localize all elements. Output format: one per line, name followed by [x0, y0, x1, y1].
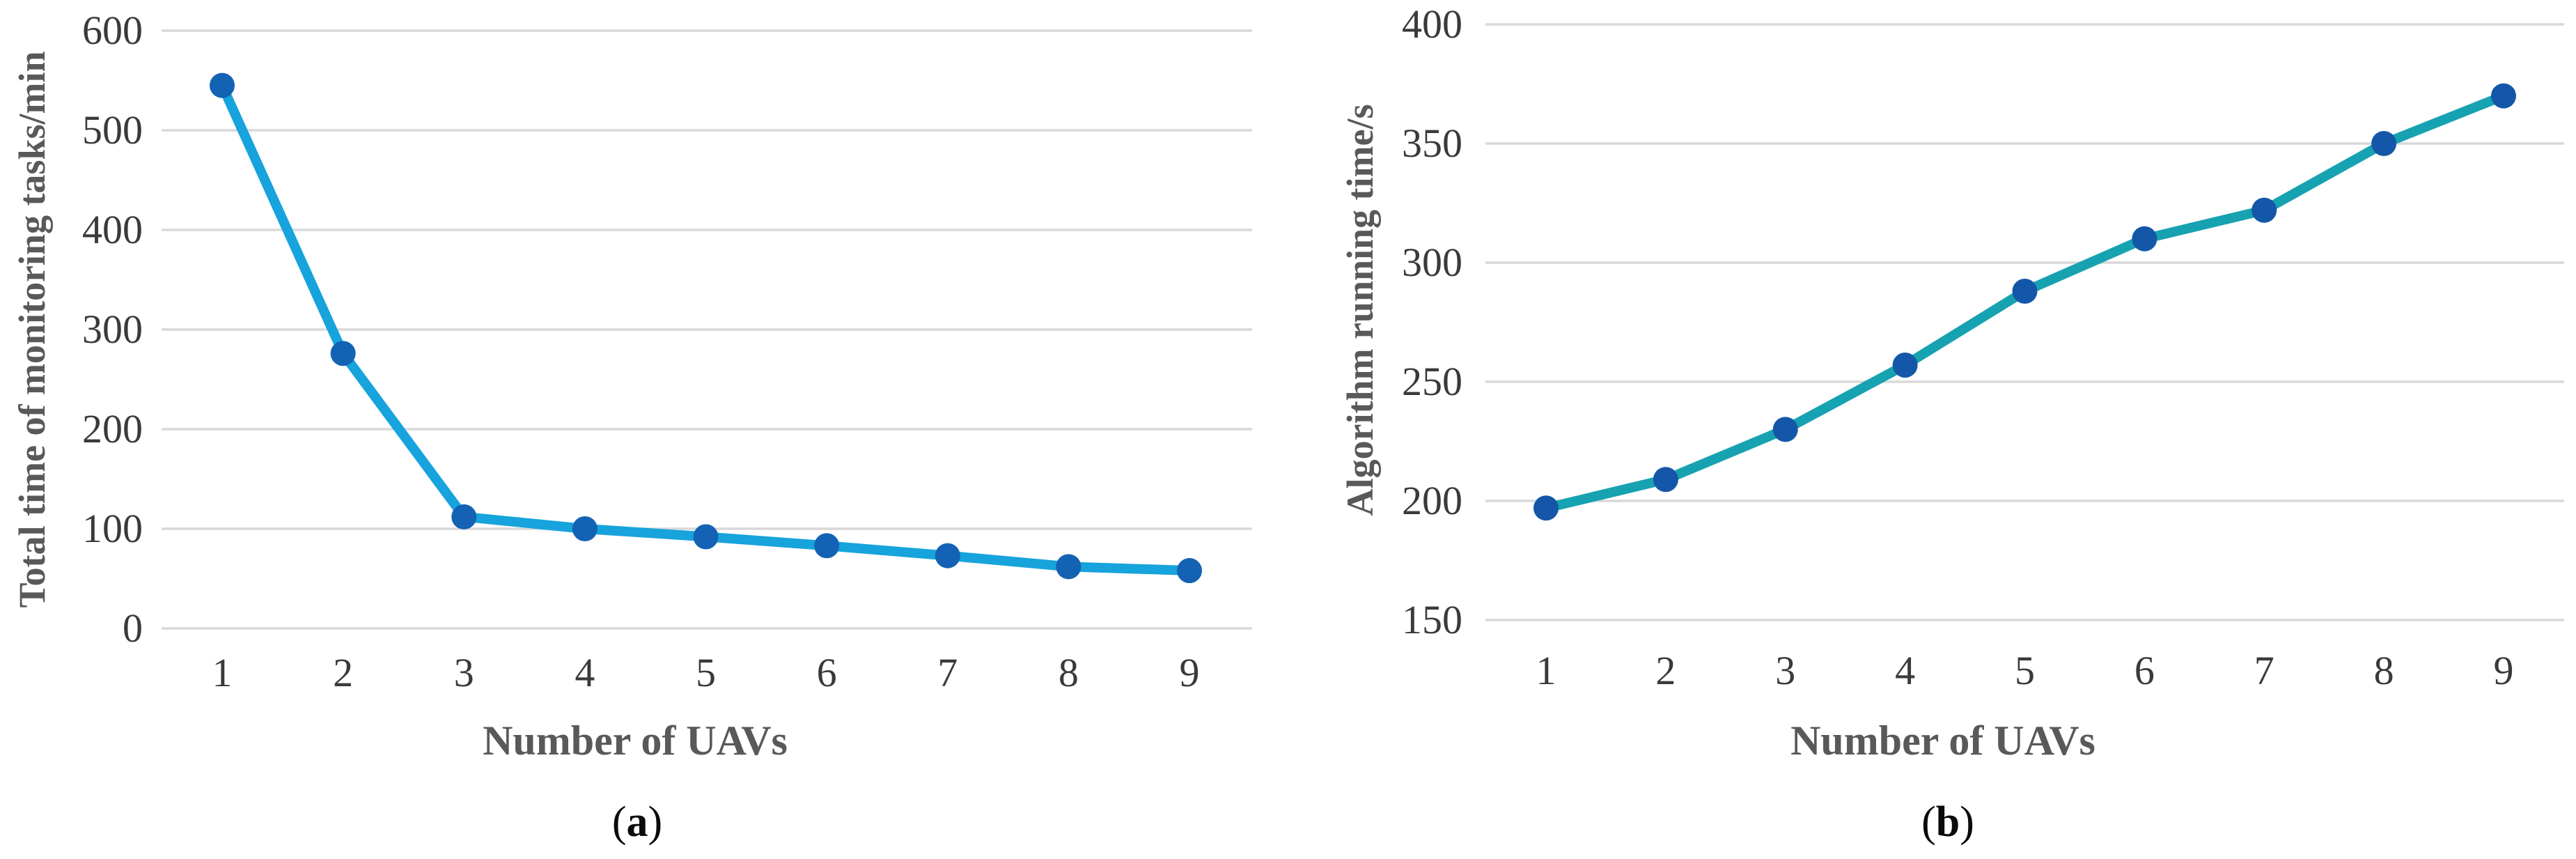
- caption-letter: a: [626, 798, 648, 846]
- x-tick-label: 8: [1058, 650, 1079, 695]
- caption-close-paren: ): [1960, 798, 1974, 846]
- data-point-marker: [2012, 279, 2038, 304]
- x-tick-label: 6: [816, 650, 837, 695]
- y-tick-label: 300: [1402, 240, 1462, 285]
- x-tick-label: 5: [2015, 648, 2035, 693]
- caption-open-paren: (: [611, 798, 627, 846]
- data-point-marker: [2132, 226, 2157, 251]
- x-tick-label: 8: [2373, 648, 2394, 693]
- x-tick-label: 9: [1179, 650, 1200, 695]
- y-axis-title-b: Algorithm running time/s: [1339, 104, 1381, 516]
- y-tick-label: 500: [82, 107, 143, 153]
- x-tick-label: 7: [2254, 648, 2274, 693]
- data-point-marker: [451, 504, 477, 529]
- data-point-marker: [1772, 417, 1798, 442]
- x-tick-label: 3: [453, 650, 474, 695]
- data-point-marker: [1892, 353, 1918, 378]
- y-tick-label: 100: [82, 506, 143, 551]
- data-point-marker: [1533, 495, 1559, 521]
- x-tick-label: 6: [2134, 648, 2155, 693]
- caption-open-paren: (: [1921, 798, 1936, 846]
- x-axis-title-a: Number of UAVs: [483, 718, 788, 764]
- y-tick-label: 200: [82, 406, 143, 451]
- y-tick-label: 150: [1402, 597, 1462, 642]
- x-tick-label: 2: [333, 650, 354, 695]
- y-tick-label: 600: [82, 8, 143, 53]
- x-tick-label: 2: [1655, 648, 1676, 693]
- x-tick-label: 4: [1895, 648, 1916, 693]
- caption-letter: b: [1935, 798, 1960, 846]
- panel-caption-a: (a): [498, 794, 776, 850]
- data-point-marker: [1177, 558, 1202, 584]
- data-point-marker: [2491, 83, 2516, 109]
- data-point-marker: [330, 341, 356, 366]
- data-point-marker: [1653, 467, 1678, 493]
- y-tick-label: 350: [1402, 121, 1462, 166]
- caption-close-paren: ): [648, 798, 663, 846]
- x-tick-label: 1: [1536, 648, 1556, 693]
- y-tick-label: 200: [1402, 478, 1462, 523]
- x-tick-label: 5: [696, 650, 716, 695]
- data-point-marker: [210, 72, 235, 98]
- x-tick-label: 9: [2493, 648, 2514, 693]
- panel-caption-b: (b): [1809, 794, 2087, 850]
- y-tick-label: 300: [82, 307, 143, 352]
- y-tick-label: 400: [82, 207, 143, 252]
- data-point-marker: [935, 543, 960, 568]
- data-point-marker: [693, 524, 719, 550]
- y-tick-label: 400: [1402, 1, 1462, 47]
- x-tick-label: 4: [575, 650, 595, 695]
- y-tick-label: 0: [123, 605, 143, 651]
- x-tick-label: 3: [1775, 648, 1796, 693]
- data-point-marker: [2371, 131, 2397, 156]
- y-tick-label: 250: [1402, 359, 1462, 404]
- data-point-marker: [2251, 197, 2277, 223]
- x-tick-label: 7: [937, 650, 958, 695]
- data-point-marker: [1056, 554, 1082, 580]
- x-axis-title-b: Number of UAVs: [1790, 718, 2095, 764]
- data-point-marker: [814, 533, 840, 559]
- x-tick-label: 1: [212, 650, 233, 695]
- data-point-marker: [572, 516, 598, 541]
